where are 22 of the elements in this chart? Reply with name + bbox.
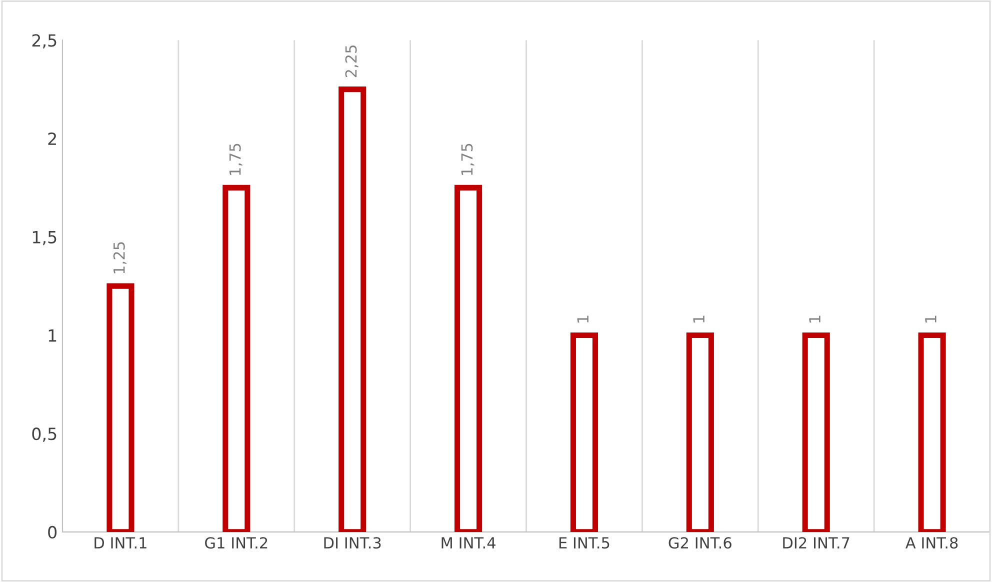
x-tick-label: G1 INT.2 <box>205 537 268 549</box>
y-tick-label: 1,5 <box>32 231 56 246</box>
x-tick-label: A INT.8 <box>905 537 958 549</box>
x-tick-label: M INT.4 <box>442 537 496 548</box>
x-tick-label: D INT.1 <box>94 537 146 548</box>
y-tick-label: 0 <box>48 526 57 539</box>
y-tick-label: 2 <box>48 132 56 145</box>
x-tick-label: DI INT.3 <box>324 537 381 549</box>
data-label: 1 <box>577 316 588 322</box>
data-label: 1,25 <box>113 242 126 274</box>
x-tick-label: E INT.5 <box>559 537 610 549</box>
data-label: 1,75 <box>461 144 474 175</box>
data-label: 1 <box>925 316 936 322</box>
data-label: 1 <box>693 316 704 322</box>
y-tick-label: 1 <box>48 329 56 342</box>
y-tick-label: 0,5 <box>32 428 56 442</box>
x-tick-label: G2 INT.6 <box>668 537 732 549</box>
y-tick-label: 2,5 <box>32 34 56 48</box>
data-label: 2,25 <box>345 46 358 78</box>
data-label: 1,75 <box>229 144 242 175</box>
x-tick-label: DI2 INT.7 <box>783 537 850 548</box>
data-label: 1 <box>809 316 820 322</box>
